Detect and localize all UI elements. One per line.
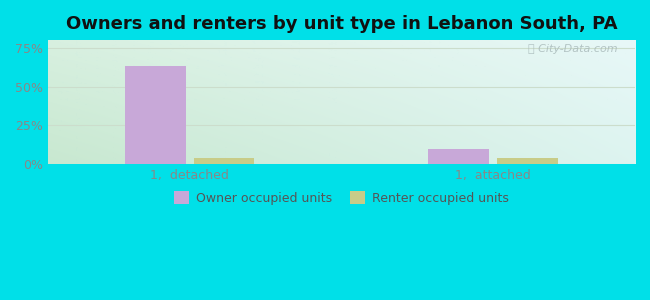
Title: Owners and renters by unit type in Lebanon South, PA: Owners and renters by unit type in Leban… bbox=[66, 15, 618, 33]
Text: ⓘ City-Data.com: ⓘ City-Data.com bbox=[528, 44, 618, 54]
Bar bbox=[428, 149, 489, 164]
Bar bbox=[125, 67, 185, 164]
Legend: Owner occupied units, Renter occupied units: Owner occupied units, Renter occupied un… bbox=[169, 187, 514, 210]
Bar bbox=[497, 158, 558, 164]
Bar bbox=[194, 158, 254, 164]
